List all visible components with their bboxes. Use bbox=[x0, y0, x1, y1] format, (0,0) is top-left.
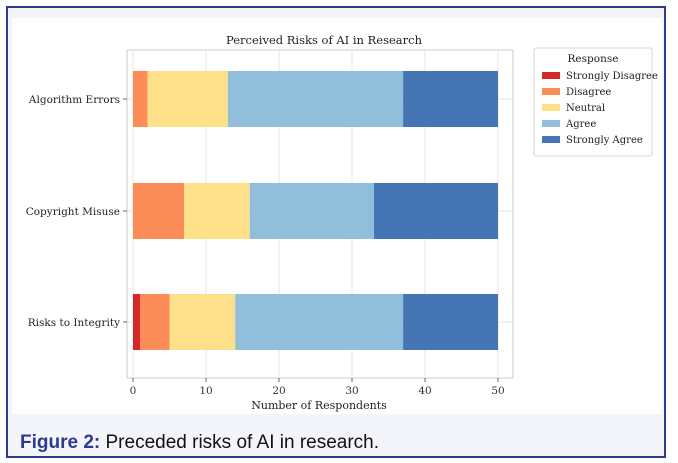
x-tick-label-0: 0 bbox=[130, 385, 137, 397]
bar-risks-to-integrity-agree bbox=[235, 294, 404, 350]
legend-swatch-neutral bbox=[542, 104, 560, 111]
legend-label-disagree: Disagree bbox=[566, 87, 611, 98]
y-tick-label-algorithm-errors: Algorithm Errors bbox=[28, 94, 120, 106]
bar-algorithm-errors-disagree bbox=[133, 71, 148, 127]
bar-copyright-misuse-agree bbox=[249, 183, 374, 239]
bar-risks-to-integrity-neutral bbox=[169, 294, 236, 350]
figure-frame: 0 10 20 30 40 50 Algorithm Errors Copyright Mis… bbox=[6, 6, 666, 458]
bar-copyright-misuse-disagree bbox=[133, 183, 185, 239]
bar-copyright-misuse-neutral bbox=[184, 183, 250, 239]
figure-caption: Figure 2: Preceded risks of AI in resear… bbox=[20, 432, 379, 454]
x-tick-label-50: 50 bbox=[491, 385, 504, 397]
legend-swatch-agree bbox=[542, 120, 560, 127]
bar-algorithm-errors-strongly-agree bbox=[403, 71, 498, 127]
bar-risks-to-integrity-strongly-disagree bbox=[133, 294, 141, 350]
x-axis-label: Number of Respondents bbox=[251, 399, 387, 412]
y-tick-label-risks-to-integrity: Risks to Integrity bbox=[28, 317, 120, 329]
legend-title: Response bbox=[568, 53, 619, 65]
x-tick-label-30: 30 bbox=[345, 385, 358, 397]
chart-title: Perceived Risks of AI in Research bbox=[226, 33, 423, 47]
legend-label-neutral: Neutral bbox=[566, 103, 605, 114]
bar-copyright-misuse-strongly-agree bbox=[373, 183, 498, 239]
bar-risks-to-integrity-disagree bbox=[140, 294, 170, 350]
legend-swatch-disagree bbox=[542, 88, 560, 95]
x-tick-label-20: 20 bbox=[272, 385, 285, 397]
x-tick-label-40: 40 bbox=[418, 385, 431, 397]
legend-label-strongly-agree: Strongly Agree bbox=[566, 135, 643, 146]
legend: Response Strongly Disagree Disagree Neutral… bbox=[533, 47, 658, 157]
caption-label: Figure 2: bbox=[20, 432, 101, 453]
legend-box bbox=[533, 47, 653, 157]
bar-risks-to-integrity-strongly-agree bbox=[403, 294, 498, 350]
legend-swatch-strongly-disagree bbox=[542, 72, 560, 79]
bar-algorithm-errors-agree bbox=[227, 71, 404, 127]
y-tick-label-copyright-misuse: Copyright Misuse bbox=[26, 206, 120, 218]
legend-label-strongly-disagree: Strongly Disagree bbox=[566, 71, 658, 82]
bar-algorithm-errors-neutral bbox=[147, 71, 228, 127]
stacked-bar-chart: 0 10 20 30 40 50 Algorithm Errors Copyright Mis… bbox=[26, 33, 658, 412]
caption-text: Preceded risks of AI in research. bbox=[100, 432, 380, 453]
legend-swatch-strongly-agree bbox=[542, 136, 560, 143]
legend-label-agree: Agree bbox=[565, 119, 596, 130]
figure-area: 0 10 20 30 40 50 Algorithm Errors Copyright Mis… bbox=[12, 18, 662, 414]
x-tick-label-10: 10 bbox=[199, 385, 212, 397]
